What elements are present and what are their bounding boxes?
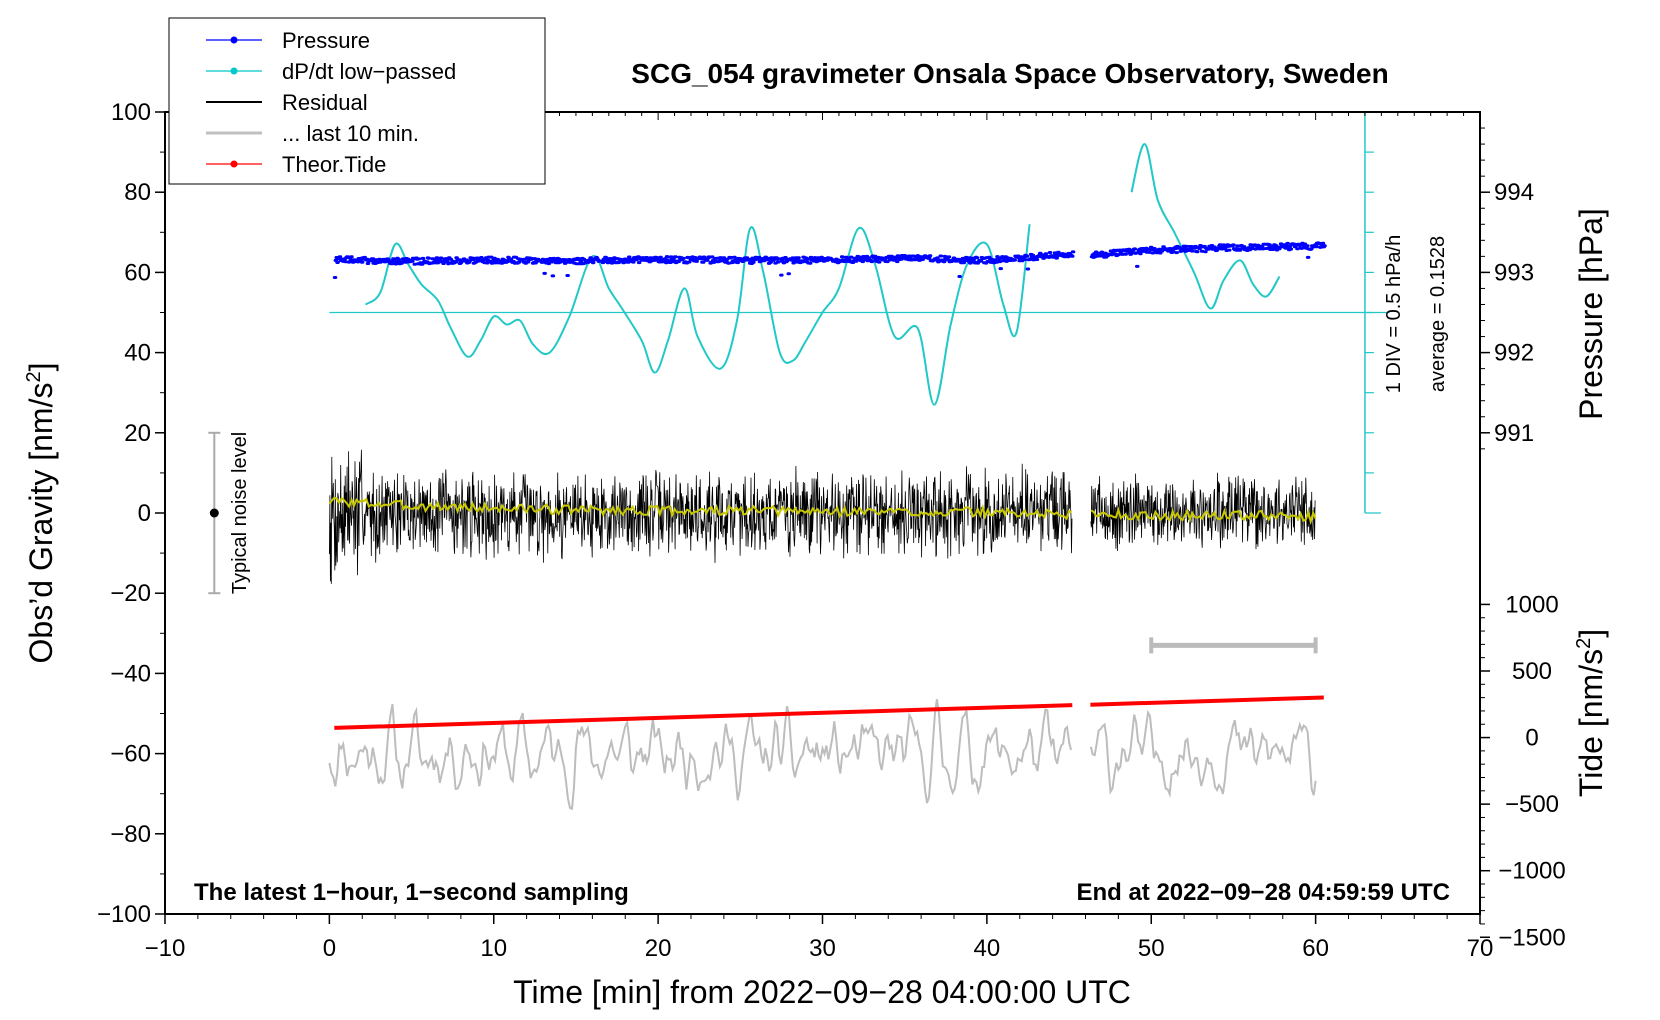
pressure-tick-label-0: 991 [1494,420,1534,447]
legend-entry-last10: ... last 10 min. [206,121,419,146]
series-tide-b [1090,695,1324,707]
series-last10-min-0 [328,699,1072,811]
legend-entry-tide: Theor.Tide [206,152,386,177]
y-axis-title-main: Obs’d Gravity [nm/s [23,383,59,664]
y-tick-label-10: 100 [111,99,151,126]
y-tick-label-6: 20 [124,420,151,447]
tide-axis-title-end: ] [1573,629,1609,638]
legend: Pressure dP/dt low−passed Residual ... l… [168,17,546,185]
legend-label-residual: Residual [282,90,368,115]
x-tick-label-1: 0 [323,935,336,962]
annotation-bottom-right: End at 2022−09−28 04:59:59 UTC [1076,879,1450,906]
average-label: average = 0.1528 [1427,236,1449,392]
y-tick-label-9: 80 [124,179,151,206]
y-tick-label-4: −20 [110,580,151,607]
legend-marker-dpdt [230,67,238,75]
y-tick-label-1: −80 [110,821,151,848]
legend-label-tide: Theor.Tide [282,152,386,177]
tide-axis-title-sup: 2 [1573,638,1595,649]
legend-label-last10: ... last 10 min. [282,121,419,146]
pressure-axis-title: Pressure [hPa] [1573,208,1609,420]
legend-marker-tide [230,160,238,168]
x-tick-label-3: 20 [645,935,672,962]
x-tick-label-7: 60 [1302,935,1329,962]
y-tick-label-5: 0 [138,500,151,527]
legend-entry-pressure: Pressure [206,28,370,53]
series-dpdt-after-gap [1130,143,1281,310]
pressure-tick-label-1: 992 [1494,340,1534,367]
x-tick-label-4: 30 [809,935,836,962]
series-dpdt [364,224,1031,406]
y-tick-label-3: −40 [110,660,151,687]
y-tick-label-0: −100 [97,901,151,928]
y-tick-label-7: 40 [124,340,151,367]
tide-axis-title: Tide [nm/s2] [1573,629,1609,797]
tide-tick-label-4: 500 [1512,658,1552,685]
chart-title: SCG_054 gravimeter Onsala Space Observat… [631,58,1388,89]
y-tick-label-8: 60 [124,259,151,286]
pressure-tick-label-3: 994 [1494,179,1534,206]
tide-tick-label-2: −500 [1505,791,1559,818]
tide-tick-label-0: −1500 [1498,924,1565,951]
annotation-bottom-left: The latest 1−hour, 1−second sampling [194,879,629,906]
x-tick-label-0: −10 [145,935,186,962]
series-residual-0 [329,449,1073,584]
legend-entry-dpdt: dP/dt low−passed [206,59,456,84]
series-residual-smoothed-1 [1090,506,1317,526]
x-tick-label-8: 70 [1467,935,1494,962]
series-tide-a [334,703,1073,730]
legend-label-pressure: Pressure [282,28,370,53]
y-axis-title-sup: 2 [23,371,45,382]
tide-tick-label-3: 0 [1525,725,1538,752]
x-tick-label-6: 50 [1138,935,1165,962]
series-residual-smoothed-0 [328,496,1072,521]
tide-axis-title-main: Tide [nm/s [1573,649,1609,797]
x-axis-title: Time [min] from 2022−09−28 04:00:00 UTC [513,974,1131,1010]
layer-series [208,111,1390,811]
x-tick-label-2: 10 [480,935,507,962]
legend-label-dpdt: dP/dt low−passed [282,59,456,84]
series-last10-min-1 [1089,709,1317,798]
series-residual-1 [1090,472,1316,552]
tide-tick-label-1: −1000 [1498,858,1565,885]
noise-label: Typical noise level [229,432,251,594]
series-pressure [332,241,1327,279]
tide-tick-label-5: 1000 [1505,591,1558,618]
layer-axes: −10 0 10 20 30 40 50 60 70−100−80−60−40−20020406… [97,99,1566,962]
y-axis-title: Obs’d Gravity [nm/s2] [23,363,59,664]
x-tick-label-5: 40 [974,935,1001,962]
pressure-tick-label-2: 993 [1494,259,1534,286]
legend-entry-residual: Residual [206,90,368,115]
noise-bar-center [209,508,219,518]
y-axis-title-end: ] [23,363,59,372]
y-tick-label-2: −60 [110,741,151,768]
div-label: 1 DIV = 0.5 hPa/h [1383,235,1405,393]
legend-marker-pressure [230,36,238,44]
